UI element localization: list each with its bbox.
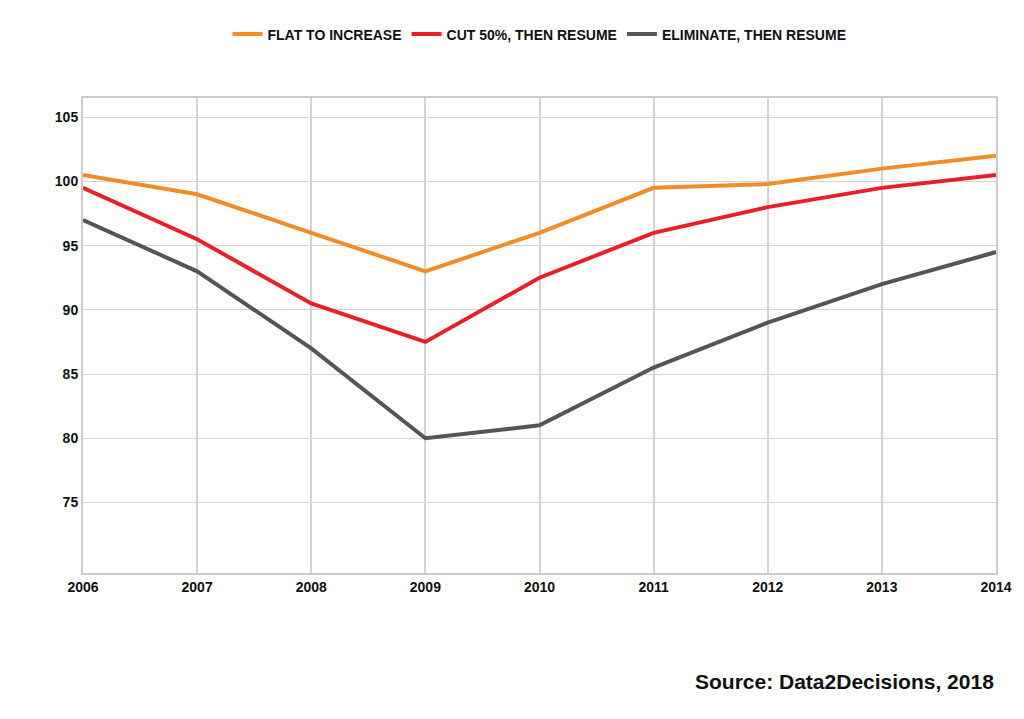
svg-text:2008: 2008 <box>296 579 327 595</box>
svg-text:2007: 2007 <box>182 579 213 595</box>
svg-text:80: 80 <box>63 430 79 446</box>
svg-text:75: 75 <box>63 494 79 510</box>
svg-text:2009: 2009 <box>410 579 441 595</box>
svg-text:FLAT TO INCREASE: FLAT TO INCREASE <box>268 27 402 43</box>
svg-text:CUT 50%, THEN RESUME: CUT 50%, THEN RESUME <box>447 27 617 43</box>
svg-text:85: 85 <box>63 366 79 382</box>
svg-text:2010: 2010 <box>524 579 555 595</box>
svg-text:ELIMINATE, THEN RESUME: ELIMINATE, THEN RESUME <box>662 27 846 43</box>
svg-text:2012: 2012 <box>752 579 783 595</box>
svg-text:90: 90 <box>63 302 79 318</box>
svg-text:2006: 2006 <box>67 579 98 595</box>
svg-text:105: 105 <box>55 109 79 125</box>
svg-text:100: 100 <box>55 173 79 189</box>
svg-text:2011: 2011 <box>638 579 669 595</box>
svg-text:95: 95 <box>63 238 79 254</box>
svg-text:2013: 2013 <box>866 579 897 595</box>
svg-text:Source: Data2Decisions, 2018: Source: Data2Decisions, 2018 <box>695 670 994 693</box>
svg-text:2014: 2014 <box>980 579 1011 595</box>
